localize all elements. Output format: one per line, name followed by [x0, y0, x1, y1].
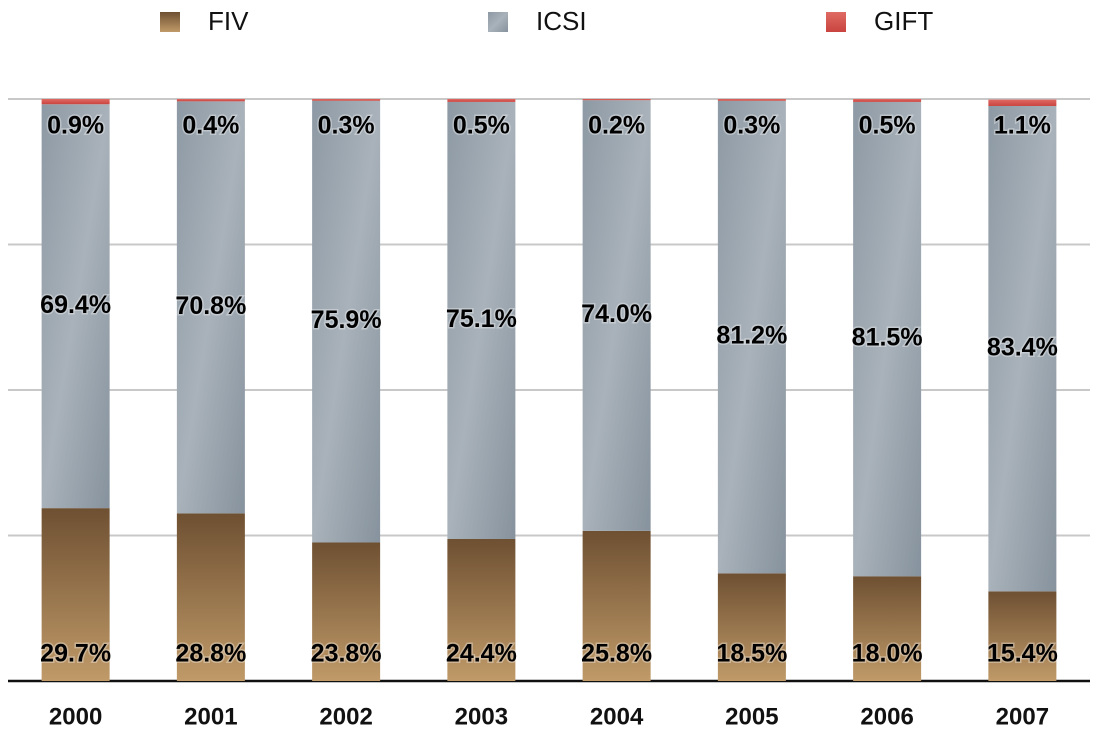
- bar-segment: [41, 99, 110, 105]
- bar-segment: [988, 99, 1057, 106]
- legend-label: ICSI: [536, 6, 587, 36]
- x-tick-label: 2003: [455, 703, 508, 730]
- data-label: 75.9%: [311, 306, 382, 334]
- data-label: 81.5%: [852, 324, 923, 352]
- x-tick-label: 2001: [184, 703, 237, 730]
- data-label: 83.4%: [987, 333, 1058, 361]
- data-label: 0.5%: [453, 112, 510, 140]
- bar-segment: [312, 100, 381, 543]
- bar-segment: [988, 105, 1057, 592]
- bar-segment: [176, 513, 245, 681]
- bar-segment: [176, 101, 245, 514]
- data-label: 0.5%: [859, 112, 916, 140]
- legend-label: FIV: [208, 6, 249, 36]
- data-label: 18.0%: [852, 640, 923, 668]
- bar-segment: [717, 573, 786, 681]
- bar-segment: [312, 542, 381, 681]
- data-label: 0.2%: [588, 112, 645, 140]
- bar-segment: [447, 538, 516, 681]
- data-label: 18.5%: [716, 640, 787, 668]
- data-label: 29.7%: [40, 640, 111, 668]
- data-label: 28.8%: [175, 640, 246, 668]
- legend-swatch: [826, 12, 846, 32]
- bar-segment: [447, 99, 516, 102]
- data-label: 74.0%: [581, 300, 652, 328]
- bar-segment: [582, 530, 651, 681]
- x-tick-label: 2006: [860, 703, 913, 730]
- bar-segment: [717, 99, 786, 101]
- data-label: 0.9%: [47, 112, 104, 140]
- bar-segment: [988, 591, 1057, 681]
- x-tick-label: 2005: [725, 703, 778, 730]
- data-label: 24.4%: [446, 640, 517, 668]
- bar-segment: [853, 576, 922, 681]
- data-label: 75.1%: [446, 305, 517, 333]
- bar-segment: [582, 99, 651, 101]
- bar-segment: [717, 100, 786, 574]
- x-tick-label: 2007: [996, 703, 1049, 730]
- bar-segment: [41, 508, 110, 681]
- data-label: 0.3%: [723, 112, 780, 140]
- legend-label: GIFT: [874, 6, 933, 36]
- bar-segment: [176, 99, 245, 102]
- data-label: 70.8%: [175, 292, 246, 320]
- data-label: 69.4%: [40, 291, 111, 319]
- bar-segment: [853, 101, 922, 577]
- bar-segment: [582, 100, 651, 531]
- bar-segment: [447, 101, 516, 539]
- data-label: 23.8%: [311, 640, 382, 668]
- data-label: 25.8%: [581, 640, 652, 668]
- x-tick-label: 2002: [319, 703, 372, 730]
- data-label: 15.4%: [987, 640, 1058, 668]
- legend-swatch: [488, 12, 508, 32]
- data-label: 0.4%: [182, 112, 239, 140]
- x-tick-label: 2004: [590, 703, 644, 730]
- bar-segment: [41, 104, 110, 509]
- bar-segment: [853, 99, 922, 102]
- x-tick-label: 2000: [49, 703, 102, 730]
- bar-segment: [312, 99, 381, 101]
- legend-swatch: [160, 12, 180, 32]
- data-label: 81.2%: [716, 322, 787, 350]
- data-label: 0.3%: [318, 112, 375, 140]
- data-label: 1.1%: [994, 112, 1051, 140]
